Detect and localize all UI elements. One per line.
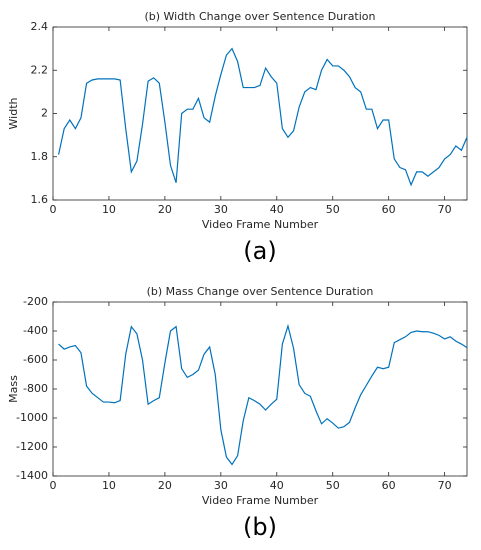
y-tick-label: -800 (23, 382, 48, 395)
x-tick-label: 50 (326, 479, 340, 492)
y-tick-label: -1200 (16, 440, 48, 453)
x-tick-label: 40 (270, 203, 284, 216)
x-tick-label: 20 (158, 479, 172, 492)
x-axis-label: Video Frame Number (202, 494, 319, 507)
x-tick-label: 40 (270, 479, 284, 492)
x-tick-label: 70 (438, 479, 452, 492)
chart-title: (b) Mass Change over Sentence Duration (147, 285, 374, 298)
y-tick-label: -1400 (16, 469, 48, 482)
plot-frame (52, 301, 468, 477)
x-tick-label: 70 (438, 203, 452, 216)
x-tick-label: 0 (50, 203, 57, 216)
x-tick-label: 20 (158, 203, 172, 216)
plot-frame (52, 26, 468, 201)
y-axis-label: Mass (7, 375, 20, 403)
y-tick-label: 1.6 (31, 193, 49, 206)
caption: (b) (243, 513, 277, 541)
x-tick-label: 50 (326, 203, 340, 216)
y-tick-label: -1000 (16, 411, 48, 424)
line-series (58, 47, 468, 187)
x-tick-label: 30 (214, 479, 228, 492)
y-axis-label: Width (7, 97, 20, 129)
x-tick-label: 10 (102, 203, 116, 216)
y-tick-label: 1.8 (31, 150, 49, 163)
x-tick-label: 60 (382, 479, 396, 492)
y-tick-label: -400 (23, 324, 48, 337)
chart-title: (b) Width Change over Sentence Duration (144, 10, 375, 23)
x-tick-label: 60 (382, 203, 396, 216)
caption: (a) (243, 237, 276, 265)
x-axis-label: Video Frame Number (202, 218, 319, 231)
x-tick-label: 0 (50, 479, 57, 492)
y-tick-label: 2.4 (31, 20, 49, 33)
x-tick-label: 30 (214, 203, 228, 216)
y-tick-label: -600 (23, 353, 48, 366)
y-tick-label: 2 (41, 107, 48, 120)
line-series (58, 323, 468, 466)
y-tick-label: -200 (23, 295, 48, 308)
y-tick-label: 2.2 (31, 63, 49, 76)
x-tick-label: 10 (102, 479, 116, 492)
